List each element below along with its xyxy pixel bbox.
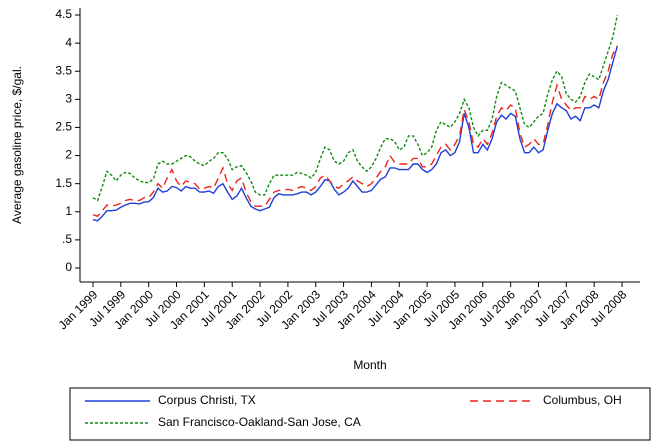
legend-box bbox=[69, 387, 651, 441]
legend-label: San Francisco-Oakland-San Jose, CA bbox=[158, 415, 361, 429]
y-tick-label: 2.5 bbox=[55, 120, 72, 134]
legend-label: Corpus Christi, TX bbox=[158, 393, 256, 407]
y-tick-label: 4 bbox=[65, 35, 72, 49]
x-axis-title: Month bbox=[353, 358, 386, 372]
legend-label: Columbus, OH bbox=[543, 393, 622, 407]
y-tick-label: 1 bbox=[65, 204, 72, 218]
y-tick-label: 4.5 bbox=[55, 7, 72, 21]
y-tick-label: 3.5 bbox=[55, 63, 72, 77]
y-axis-title: Average gasoline price, $/gal. bbox=[10, 66, 24, 224]
series-line bbox=[92, 45, 619, 222]
y-tick-label: .5 bbox=[62, 232, 72, 246]
y-tick-label: 0 bbox=[65, 260, 72, 274]
y-tick-label: 3 bbox=[65, 92, 72, 106]
series-line bbox=[92, 45, 619, 218]
y-tick-label: 2 bbox=[65, 148, 72, 162]
series-line bbox=[92, 14, 619, 202]
y-tick-label: 1.5 bbox=[55, 176, 72, 190]
